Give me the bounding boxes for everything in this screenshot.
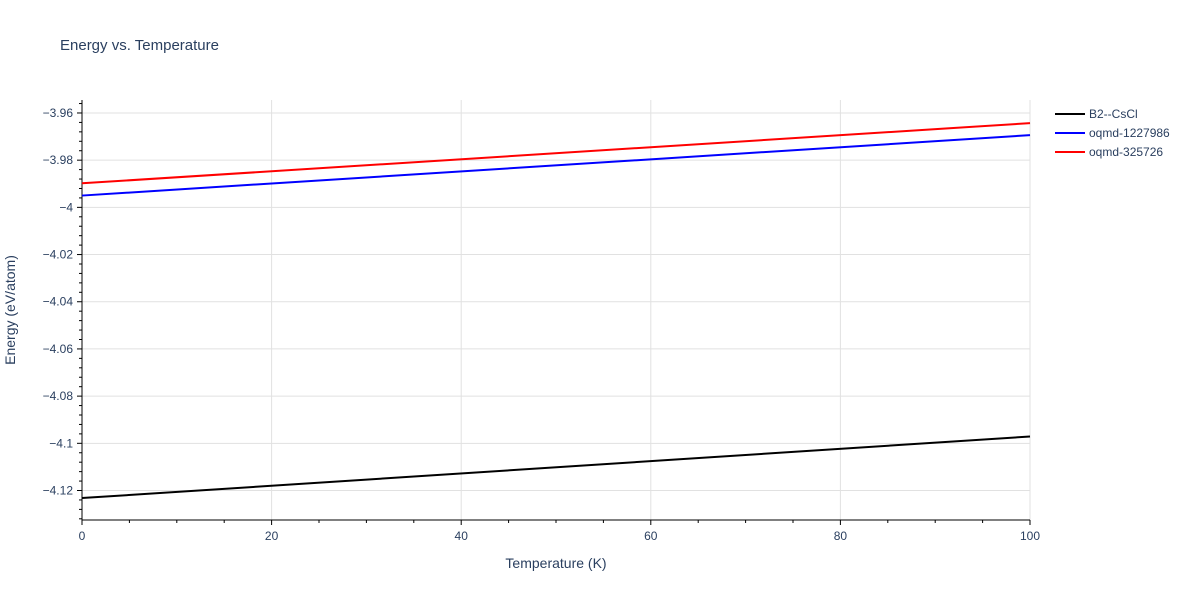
x-tick-label: 100 [1020, 529, 1040, 543]
legend-item[interactable]: B2--CsCl [1055, 107, 1138, 121]
x-tick-label: 20 [265, 529, 279, 543]
x-axis-title: Temperature (K) [505, 555, 606, 571]
x-tick-label: 80 [834, 529, 848, 543]
legend-label: oqmd-325726 [1089, 145, 1163, 159]
legend[interactable]: B2--CsCl oqmd-1227986 oqmd-325726 [1055, 107, 1170, 159]
x-tick-label: 60 [644, 529, 658, 543]
y-tick-label: −4.06 [43, 342, 74, 356]
y-tick-label: −3.96 [43, 106, 74, 120]
legend-item[interactable]: oqmd-325726 [1055, 145, 1163, 159]
x-tick-label: 40 [455, 529, 469, 543]
series-line-oqmd-1227986 [81, 134, 1031, 197]
legend-label: B2--CsCl [1089, 107, 1138, 121]
chart-title: Energy vs. Temperature [60, 37, 219, 54]
y-tick-label: −4.04 [43, 295, 74, 309]
tick-labels: 0 20 40 60 80 100 −4.12 −4.1 −4.08 −4.06 −4.04 −4.0… [43, 106, 1041, 543]
grid [82, 100, 1031, 520]
series-lines [81, 122, 1031, 500]
series-line-oqmd-325726 [81, 122, 1031, 185]
y-tick-label: −4.08 [43, 389, 74, 403]
y-tick-label: −4.1 [49, 436, 73, 450]
legend-label: oqmd-1227986 [1089, 126, 1170, 140]
y-axis-title: Energy (eV/atom) [2, 255, 18, 365]
y-tick-label: −4.12 [43, 484, 74, 498]
y-tick-label: −4 [59, 200, 73, 214]
axes [77, 100, 1031, 525]
x-tick-label: 0 [79, 529, 86, 543]
legend-item[interactable]: oqmd-1227986 [1055, 126, 1170, 140]
y-tick-label: −3.98 [43, 153, 74, 167]
y-tick-label: −4.02 [43, 248, 74, 262]
series-line-b2-cscl [81, 435, 1031, 500]
